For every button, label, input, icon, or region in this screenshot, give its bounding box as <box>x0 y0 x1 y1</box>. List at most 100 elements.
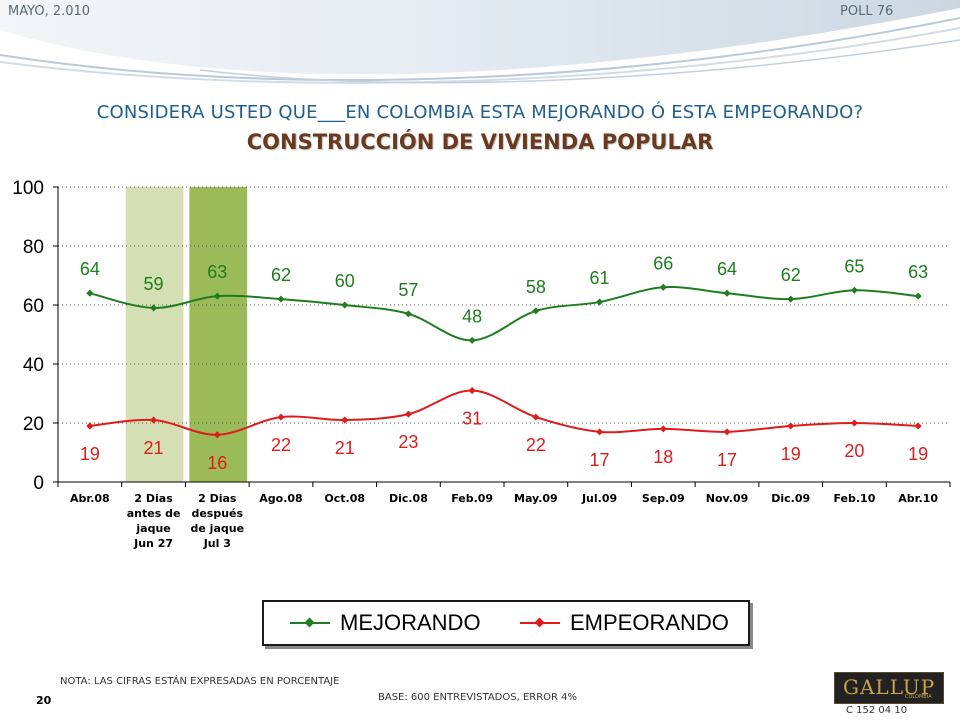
data-point <box>86 422 94 430</box>
y-tick-label: 60 <box>23 296 44 317</box>
data-point <box>723 428 731 436</box>
data-label: 17 <box>717 450 737 470</box>
sample-base: BASE: 600 ENTREVISTADOS, ERROR 4% <box>378 692 578 703</box>
report-date: MAYO, 2.010 <box>8 4 91 19</box>
poll-number: POLL 76 <box>840 4 894 19</box>
data-point <box>659 283 667 291</box>
y-tick-label: 20 <box>23 414 44 435</box>
legend-mejorando-marker <box>304 617 315 628</box>
data-label: 60 <box>335 271 355 291</box>
data-label: 19 <box>80 444 100 464</box>
data-label: 66 <box>653 253 673 273</box>
x-tick-label: Feb.10 <box>833 492 875 505</box>
data-point <box>277 413 285 421</box>
x-tick-label: Jul.09 <box>581 492 617 505</box>
x-tick-label: antes de <box>127 507 181 520</box>
data-point <box>341 301 349 309</box>
highlight-band <box>125 187 184 482</box>
series-line-mejorando <box>89 286 919 342</box>
data-label: 21 <box>335 438 355 458</box>
data-label: 62 <box>271 265 291 285</box>
x-tick-label: 2 Dias <box>134 492 173 505</box>
data-point <box>532 413 540 421</box>
data-label: 65 <box>844 256 864 276</box>
x-tick-label: Abr.10 <box>898 492 938 505</box>
data-label: 21 <box>144 438 164 458</box>
footnote: NOTA: LAS CIFRAS ESTÁN EXPRESADAS EN POR… <box>60 676 340 687</box>
data-label: 59 <box>144 274 164 294</box>
logo-text: GALLUP <box>843 675 936 699</box>
gallup-logo: GALLUP COLOMBIA <box>834 672 944 704</box>
data-label: 62 <box>781 265 801 285</box>
data-point <box>468 387 476 395</box>
chart-question: CONSIDERA USTED QUE___EN COLOMBIA ESTA M… <box>96 102 864 123</box>
data-label: 19 <box>781 444 801 464</box>
x-tick-label: de jaque <box>191 522 245 535</box>
data-point <box>404 410 412 418</box>
data-point <box>723 289 731 297</box>
data-point <box>532 307 540 315</box>
document-code: C 152 04 10 <box>846 705 908 716</box>
x-tick-label: May.09 <box>514 492 558 505</box>
data-label: 58 <box>526 277 546 297</box>
data-point <box>468 336 476 344</box>
data-label: 64 <box>80 259 100 279</box>
header-decoration <box>0 0 960 84</box>
legend-empeorando-label: EMPEORANDO <box>570 610 729 635</box>
legend-empeorando-swatch <box>520 617 560 628</box>
y-tick-label: 0 <box>33 473 44 494</box>
data-point <box>150 416 158 424</box>
data-point <box>914 292 922 300</box>
data-label: 31 <box>462 409 482 429</box>
chart-legend: MEJORANDO EMPEORANDO <box>262 600 750 646</box>
y-tick-label: 100 <box>12 178 44 199</box>
x-tick-label: 2 Dias <box>198 492 237 505</box>
data-point <box>850 286 858 294</box>
highlight-band <box>189 187 248 482</box>
x-tick-label: Abr.08 <box>70 492 110 505</box>
data-label: 61 <box>590 268 610 288</box>
data-label: 64 <box>717 259 737 279</box>
page-number: 20 <box>36 694 52 707</box>
data-point <box>787 422 795 430</box>
y-tick-label: 80 <box>23 237 44 258</box>
x-tick-label: Nov.09 <box>706 492 749 505</box>
data-point <box>341 416 349 424</box>
x-tick-label: Oct.08 <box>324 492 365 505</box>
logo-subtext: COLOMBIA <box>905 694 932 700</box>
data-point <box>787 295 795 303</box>
data-point <box>277 295 285 303</box>
y-tick-label: 40 <box>23 355 44 376</box>
data-label: 19 <box>908 444 928 464</box>
data-point <box>86 289 94 297</box>
data-point <box>150 304 158 312</box>
legend-mejorando-swatch <box>290 617 330 628</box>
data-point <box>213 292 221 300</box>
data-label: 63 <box>908 262 928 282</box>
x-tick-label: después <box>191 507 243 520</box>
data-label: 16 <box>207 453 227 473</box>
data-label: 20 <box>844 441 864 461</box>
data-label: 48 <box>462 306 482 326</box>
data-point <box>596 428 604 436</box>
x-tick-label: Jun 27 <box>133 537 173 550</box>
chart-title: CONSTRUCCIÓN DE VIVIENDA POPULAR <box>246 130 714 154</box>
line-chart: 0 20 40 60 80 100 Abr.08 2 Dias antes de jaque Jun… <box>12 178 951 550</box>
data-point <box>659 425 667 433</box>
data-point <box>850 419 858 427</box>
data-point <box>213 431 221 439</box>
data-label: 22 <box>526 435 546 455</box>
data-label: 57 <box>398 280 418 300</box>
x-tick-label: Dic.08 <box>389 492 428 505</box>
legend-mejorando-label: MEJORANDO <box>340 610 481 635</box>
data-label: 63 <box>207 262 227 282</box>
x-tick-label: Jul 3 <box>203 537 231 550</box>
data-label: 17 <box>590 450 610 470</box>
x-tick-label: Feb.09 <box>451 492 493 505</box>
data-label: 18 <box>653 447 673 467</box>
data-label: 23 <box>398 432 418 452</box>
x-tick-label: jaque <box>135 522 170 535</box>
x-tick-label: Sep.09 <box>642 492 685 505</box>
x-tick-label: Dic.09 <box>771 492 810 505</box>
x-tick-label: Ago.08 <box>259 492 302 505</box>
